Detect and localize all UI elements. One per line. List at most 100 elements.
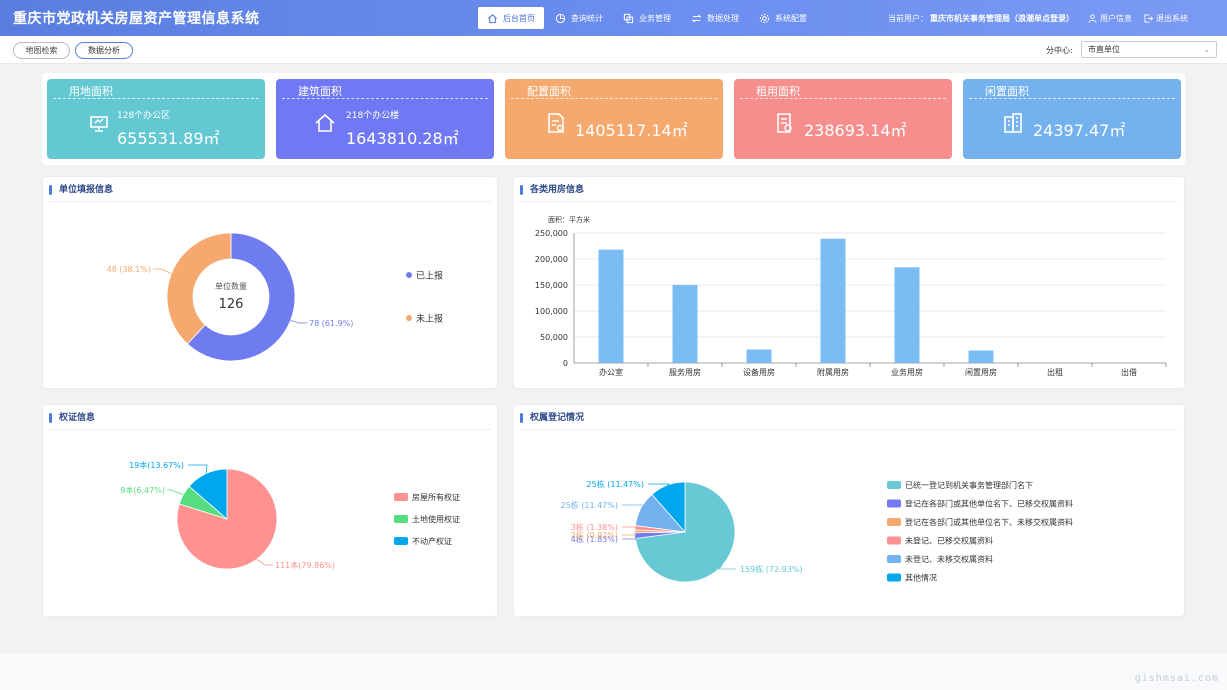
legend-label: 已上报 <box>416 270 443 282</box>
watermark: gishmsai.com <box>1134 673 1219 684</box>
stat-title: 用地面积 <box>69 85 113 98</box>
bar <box>894 267 920 363</box>
slice-label: 25栋 (11.47%) <box>561 500 618 510</box>
slice-label: 111本(79.86%) <box>275 560 335 570</box>
slice-label-line <box>290 319 307 324</box>
pie-slice <box>651 481 686 534</box>
map-search-button[interactable]: 地图检索 <box>13 42 70 59</box>
center-label: 分中心: <box>1046 46 1073 55</box>
home-icon <box>488 13 497 23</box>
stat-card-idle-area: 闲置面积 24397.47㎡ <box>963 79 1181 159</box>
user-area: 当前用户： 重庆市机关事务管理局（浪潮单点登录） 用户信息 退出系统 <box>888 7 1200 29</box>
legend-label: 未登记、已移交权属资料 <box>905 536 993 546</box>
app-title: 重庆市党政机关房屋资产管理信息系统 <box>13 11 260 27</box>
slice-label-line <box>622 531 636 536</box>
stat-divider <box>740 98 946 99</box>
stat-sub: 218个办公楼 <box>346 111 400 121</box>
panel-title: 权属登记情况 <box>520 411 584 425</box>
x-tick-label: 设备用房 <box>743 367 775 377</box>
legend-label: 土地使用权证 <box>412 514 460 524</box>
slice-label-line <box>622 535 637 540</box>
main-nav: 后台首页 查询统计 业务管理 数据处理 系统配置 <box>478 7 818 29</box>
legend-marker <box>406 315 412 321</box>
bar <box>820 238 846 363</box>
nav-query-stats-label: 查询统计 <box>571 13 603 23</box>
data-analysis-button[interactable]: 数据分析 <box>75 42 133 59</box>
legend-marker <box>887 518 901 526</box>
nav-query-stats[interactable]: 查询统计 <box>546 7 612 29</box>
panel-unit-report: 单位填报信息 78 (61.9%) 48 (38.1%) 已上报 未上报 单位数量 126 <box>42 176 498 389</box>
nav-business-label: 业务管理 <box>639 13 671 23</box>
donut-center-label: 单位数量 <box>215 281 247 291</box>
y-tick-label: 0 <box>563 359 568 368</box>
center-select-value: 市直单位 <box>1088 45 1120 54</box>
slice-label: 25栋 (11.47%) <box>587 479 644 489</box>
document-icon <box>548 113 564 133</box>
slice-label: 3栋 (1.38%) <box>571 522 618 532</box>
legend-label: 登记在各部门或其他单位名下、已移交权属资料 <box>905 499 1073 509</box>
legend-marker <box>406 272 412 278</box>
nav-system-config[interactable]: 系统配置 <box>750 7 816 29</box>
logout-link[interactable]: 退出系统 <box>1144 13 1188 24</box>
board-icon <box>90 116 108 132</box>
legend-marker <box>887 481 901 489</box>
slice-label-line <box>622 504 648 509</box>
y-tick-label: 250,000 <box>535 229 568 238</box>
panel-certificate: 权证信息 111本(79.86%) 9本(6.47%) 19本(13.67%) 房屋所… <box>42 404 498 617</box>
panel-housing: 各类用房信息 面积：平方米 0 50,000 100,000 150,000 200,00… <box>513 176 1185 389</box>
stat-value: 1405117.14㎡ <box>575 121 688 140</box>
legend-marker <box>887 499 901 508</box>
legend-label: 登记在各部门或其他单位名下、未移交权属资料 <box>905 517 1073 527</box>
stat-title: 配置面积 <box>527 85 571 98</box>
stat-title: 建筑面积 <box>298 85 342 98</box>
slice-label-line <box>153 268 172 274</box>
slice-label-line <box>188 464 208 474</box>
stat-divider <box>282 98 488 99</box>
legend-marker <box>887 536 901 545</box>
logout-label: 退出系统 <box>1156 13 1188 23</box>
sub-toolbar: 地图检索 数据分析 分中心: 市直单位 ⌄ <box>0 36 1227 64</box>
nav-data-processing[interactable]: 数据处理 <box>682 7 748 29</box>
legend-label: 未上报 <box>416 313 443 325</box>
stat-title: 闲置面积 <box>985 85 1029 98</box>
nav-home-label: 后台首页 <box>503 13 535 23</box>
stat-title: 租用面积 <box>756 85 800 98</box>
nav-data-processing-label: 数据处理 <box>707 13 739 23</box>
panel-divider <box>520 429 1178 430</box>
house-icon <box>315 113 335 132</box>
center-select[interactable]: 市直单位 ⌄ <box>1081 41 1217 58</box>
legend-label: 房屋所有权证 <box>412 492 460 502</box>
certificate-pie-chart: 111本(79.86%) 9本(6.47%) 19本(13.67%) 房屋所有权证土地… <box>120 460 460 570</box>
stat-value: 1643810.28㎡ <box>346 129 459 148</box>
legend-marker <box>394 537 408 545</box>
panel-title: 权证信息 <box>49 411 95 425</box>
user-info-link[interactable]: 用户信息 <box>1088 13 1132 24</box>
slice-label: 19本(13.67%) <box>129 460 184 470</box>
stat-sub: 128个办公区 <box>117 111 171 121</box>
stat-value: 24397.47㎡ <box>1033 121 1126 140</box>
slice-label-line <box>622 526 638 528</box>
x-tick-label: 闲置用房 <box>965 367 997 377</box>
stat-value: 238693.14㎡ <box>804 121 907 140</box>
stat-card-allocated-area: 配置面积 1405117.14㎡ <box>505 79 723 159</box>
slice-label: 159栋 (72.93%) <box>740 564 803 574</box>
nav-home[interactable]: 后台首页 <box>478 7 544 29</box>
legend-label: 未登记、未移交权属资料 <box>905 554 993 564</box>
x-tick-label: 出借 <box>1121 367 1137 377</box>
stat-divider <box>511 98 717 99</box>
user-icon <box>1088 13 1097 23</box>
legend-marker <box>394 493 408 501</box>
legend-label: 已统一登记到机关事务管理部门名下 <box>905 480 1033 490</box>
y-tick-label: 200,000 <box>535 255 568 264</box>
copy-icon <box>623 13 634 23</box>
y-tick-label: 100,000 <box>535 307 568 316</box>
nav-business[interactable]: 业务管理 <box>614 7 680 29</box>
stat-divider <box>969 98 1175 99</box>
panel-divider <box>520 201 1178 202</box>
app-header: 重庆市党政机关房屋资产管理信息系统 后台首页 查询统计 业务管理 数据处理 系统… <box>0 0 1227 36</box>
stat-card-rented-area: 租用面积 238693.14㎡ <box>734 79 952 159</box>
bar <box>672 285 698 363</box>
legend-label: 不动产权证 <box>412 536 452 546</box>
stat-card-building-area: 建筑面积 218个办公楼 1643810.28㎡ <box>276 79 494 159</box>
